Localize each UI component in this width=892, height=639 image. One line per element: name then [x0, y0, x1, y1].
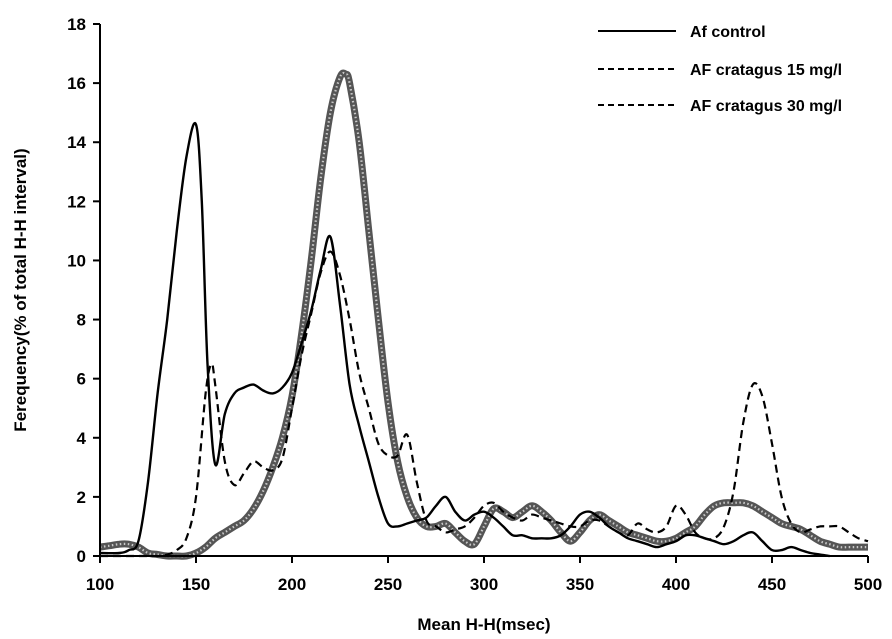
y-tick-label: 12 — [67, 192, 86, 211]
y-tick-label: 14 — [67, 133, 86, 152]
x-tick-label: 450 — [758, 575, 786, 594]
x-axis-title: Mean H-H(msec) — [417, 615, 550, 634]
x-tick-label: 500 — [854, 575, 882, 594]
y-tick-label: 6 — [77, 370, 86, 389]
y-tick-label: 16 — [67, 74, 86, 93]
x-tick-label: 400 — [662, 575, 690, 594]
x-tick-label: 200 — [278, 575, 306, 594]
legend: Af control AF cratagus 15 mg/l AF cratagus… — [598, 24, 842, 115]
series-line-cratagus-30 — [99, 69, 868, 560]
legend-label: Af control — [690, 24, 766, 41]
series-layer — [99, 69, 869, 560]
x-tick-label: 300 — [470, 575, 498, 594]
y-tick-label: 2 — [77, 488, 86, 507]
series-line-control — [99, 121, 830, 558]
series-line-cratagus-15 — [100, 250, 869, 558]
legend-label: AF cratagus 30 mg/l — [690, 98, 842, 115]
y-tick-label: 18 — [67, 15, 86, 34]
y-axis-title: Ferequency(% of total H-H interval) — [11, 148, 30, 431]
y-tick-label: 8 — [77, 311, 86, 330]
x-tick-label: 250 — [374, 575, 402, 594]
x-ticks: 100 150 200 250 300 350 400 450 500 — [86, 556, 882, 594]
legend-label: AF cratagus 15 mg/l — [690, 62, 842, 79]
x-tick-label: 100 — [86, 575, 114, 594]
y-ticks: 0 2 4 6 8 10 12 14 16 18 — [67, 15, 100, 566]
y-tick-label: 0 — [77, 547, 86, 566]
y-tick-label: 10 — [67, 251, 86, 270]
x-tick-label: 350 — [566, 575, 594, 594]
x-tick-label: 150 — [182, 575, 210, 594]
y-tick-label: 4 — [77, 429, 87, 448]
series-line-cratagus-30-texture — [99, 71, 868, 558]
